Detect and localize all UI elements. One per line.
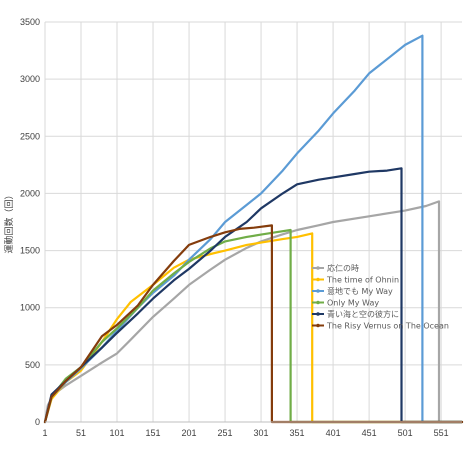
y-tick-label: 0	[35, 417, 40, 427]
x-tick-label: 151	[146, 428, 161, 438]
x-tick-label: 501	[398, 428, 413, 438]
legend-marker	[316, 266, 320, 270]
series-line-6	[43, 224, 464, 424]
series-group	[43, 34, 464, 424]
y-tick-label: 3000	[20, 74, 40, 84]
gridlines	[44, 21, 462, 423]
x-tick-label: 551	[434, 428, 449, 438]
x-tick-label: 1	[42, 428, 47, 438]
x-tick-label: 201	[182, 428, 197, 438]
legend-label: Only My Way	[327, 299, 379, 308]
y-tick-label: 1000	[20, 303, 40, 313]
y-tick-label: 2000	[20, 188, 40, 198]
x-tick-label: 451	[362, 428, 377, 438]
legend-label: 意地でも My Way	[327, 286, 393, 296]
x-tick-label: 351	[290, 428, 305, 438]
x-tick-label: 51	[76, 428, 86, 438]
y-axis-title: 運動回数（回）	[3, 190, 15, 253]
x-tick-label: 401	[326, 428, 341, 438]
legend-marker	[316, 300, 320, 305]
legend-label: The time of Ohnin	[326, 276, 399, 285]
x-tick-label: 301	[254, 428, 269, 438]
legend-marker	[316, 277, 320, 282]
legend-label: 応仁の時	[327, 263, 359, 273]
legend-marker	[316, 323, 320, 328]
legend-label: The Risy Vernus on The Ocean	[326, 322, 449, 331]
x-tick-label: 251	[218, 428, 233, 438]
y-tick-label: 500	[25, 360, 40, 370]
y-tick-label: 1500	[20, 246, 40, 256]
series-line-3	[43, 34, 464, 424]
series-line-1	[43, 200, 464, 424]
y-tick-label: 3500	[20, 17, 40, 27]
y-tick-label: 2500	[20, 131, 40, 141]
legend-label: 青い海と空の彼方に	[327, 309, 399, 319]
series-line-5	[43, 167, 464, 424]
x-tick-label: 101	[110, 428, 125, 438]
legend-marker	[316, 289, 320, 293]
legend-marker	[316, 312, 320, 316]
